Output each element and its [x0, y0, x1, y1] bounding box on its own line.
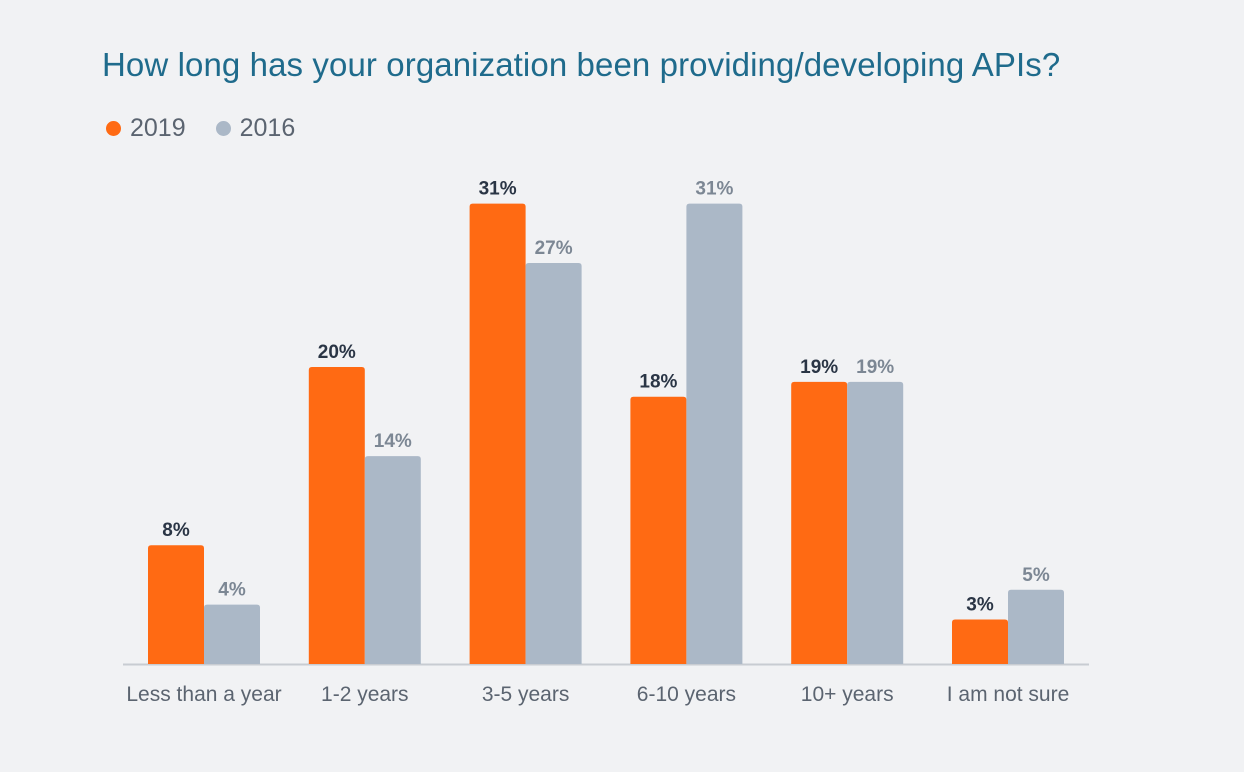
- value-label-2019-5: 3%: [966, 594, 994, 615]
- bar-2016-1: [364, 456, 421, 664]
- value-label-2019-0: 8%: [162, 520, 190, 541]
- legend-item-2019: 2019: [106, 114, 186, 143]
- bar-2016-0: [204, 604, 260, 664]
- legend-swatch-2016: [215, 121, 231, 136]
- value-label-2019-2: 31%: [479, 179, 517, 200]
- bar-2016-2: [525, 263, 582, 664]
- category-label-1: 1-2 years: [321, 683, 409, 706]
- bar-2019-5: [952, 619, 1008, 664]
- category-label-3: 6-10 years: [637, 683, 736, 706]
- bar-2019-0: [148, 545, 204, 664]
- legend: 2019 2016: [106, 114, 325, 143]
- bar-2019-3: [630, 396, 687, 664]
- category-label-2: 3-5 years: [482, 683, 570, 706]
- value-label-2016-3: 31%: [695, 179, 733, 200]
- legend-swatch-2019: [106, 121, 121, 136]
- bar-2016-3: [686, 203, 743, 664]
- bar-2019-2: [469, 203, 526, 664]
- bar-2016-5: [1008, 589, 1064, 664]
- legend-label-2016: 2016: [239, 114, 296, 142]
- bar-2016-4: [847, 381, 904, 664]
- bar-2019-1: [308, 367, 365, 664]
- value-label-2016-5: 5%: [1022, 565, 1050, 586]
- value-label-2016-0: 4%: [218, 580, 246, 601]
- value-label-2019-3: 18%: [639, 372, 677, 393]
- category-label-5: I am not sure: [947, 683, 1070, 706]
- legend-item-2016: 2016: [215, 114, 296, 143]
- category-label-4: 10+ years: [801, 683, 894, 706]
- category-label-0: Less than a year: [126, 683, 281, 706]
- legend-label-2019: 2019: [130, 114, 186, 142]
- bar-2019-4: [791, 381, 848, 664]
- chart-title: How long has your organization been prov…: [102, 46, 1061, 83]
- value-label-2016-1: 14%: [374, 431, 412, 452]
- value-label-2016-4: 19%: [856, 357, 894, 378]
- value-label-2019-4: 19%: [800, 357, 838, 378]
- value-label-2016-2: 27%: [535, 238, 573, 259]
- value-label-2019-1: 20%: [318, 342, 356, 363]
